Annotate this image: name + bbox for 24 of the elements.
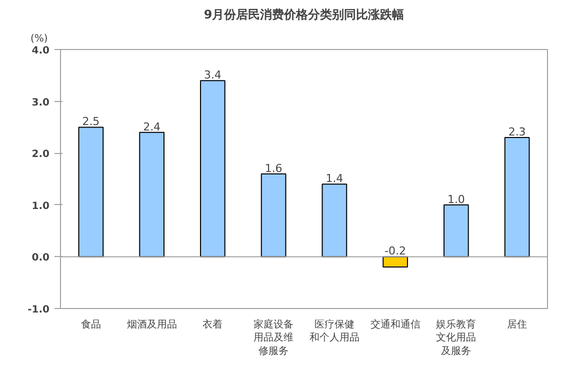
y-tick-label: 0.0: [32, 252, 50, 264]
x-tick-label: 食品: [80, 318, 101, 330]
y-tick-label: 1.0: [32, 200, 50, 212]
x-tick-label: 衣着: [202, 318, 223, 330]
chart-title: 9月份居民消费价格分类别同比涨跌幅: [204, 8, 404, 22]
y-tick-label: 3.0: [32, 97, 50, 108]
data-label: 2.4: [143, 120, 161, 134]
y-axis-title: (%): [30, 34, 48, 44]
data-label: -0.2: [384, 244, 406, 258]
x-tick-label: 医疗保健和个人用品: [309, 318, 360, 344]
x-tick-label: 烟酒及用品: [126, 318, 177, 330]
x-tick-label: 家庭设备用品及维修服务: [254, 318, 294, 357]
x-tick-label: 娱乐教育文化用品及服务: [436, 318, 476, 357]
data-label: 2.3: [508, 126, 526, 139]
data-label: 1.0: [447, 192, 465, 206]
data-label: 1.4: [326, 172, 344, 186]
data-label: 2.5: [82, 115, 100, 128]
x-tick-label: 交通和通信: [370, 318, 420, 330]
y-tick-label: 2.0: [32, 149, 50, 160]
y-tick-label: 4.0: [32, 46, 50, 56]
y-tick-label: -1.0: [28, 304, 50, 316]
data-label: 3.4: [204, 68, 222, 82]
x-tick-label: 居住: [507, 320, 528, 330]
data-label: 1.6: [264, 162, 282, 175]
